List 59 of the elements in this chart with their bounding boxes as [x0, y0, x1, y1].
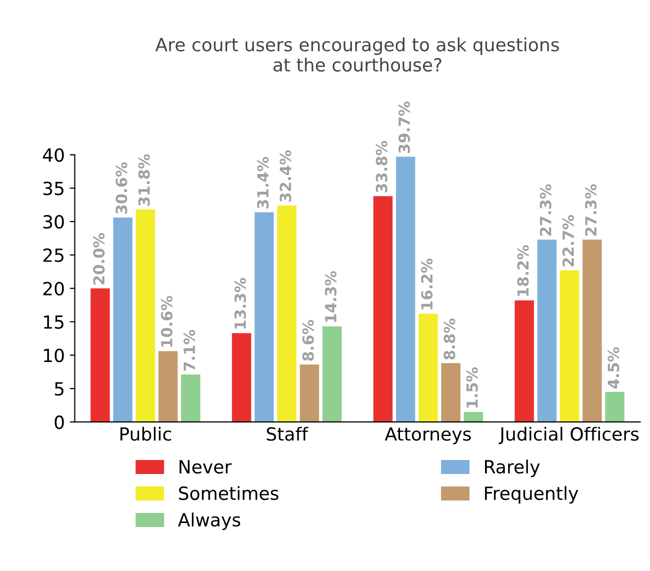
- bar: [90, 288, 110, 422]
- bar: [277, 206, 296, 422]
- y-tick-label: 10: [44, 348, 64, 362]
- y-tick-label: 35: [43, 182, 64, 196]
- bar: [418, 314, 438, 422]
- data-label: 32.4%: [280, 150, 292, 202]
- y-tick-label: 40: [42, 148, 64, 162]
- x-tick-label: Public: [120, 426, 172, 441]
- x-tick-label: Judicial Officers: [498, 426, 639, 444]
- data-label: 22.7%: [562, 215, 574, 266]
- bar: [300, 364, 320, 422]
- y-tick-label: 15: [44, 315, 64, 329]
- data-label: 8.8%: [444, 318, 456, 360]
- x-tick-label: Attorneys: [384, 427, 471, 444]
- legend-label: Always: [178, 512, 240, 530]
- legend-label: Never: [180, 460, 232, 474]
- bar: [537, 240, 557, 422]
- bar: [514, 300, 534, 422]
- data-label: 31.8%: [138, 154, 150, 206]
- data-label: 39.7%: [398, 101, 410, 153]
- bar: [158, 351, 178, 422]
- bar: [441, 363, 460, 422]
- legend-label: Sometimes: [179, 486, 278, 500]
- data-label: 4.5%: [608, 347, 620, 388]
- bar: [181, 374, 200, 422]
- data-label: 1.5%: [466, 367, 478, 408]
- data-label: 13.3%: [234, 278, 246, 329]
- y-tick-label: 30: [43, 215, 64, 229]
- data-label: 20.0%: [93, 233, 105, 284]
- bar: [136, 210, 156, 422]
- y-tick-label: 25: [43, 248, 64, 262]
- bar: [113, 218, 132, 422]
- data-label: 27.3%: [540, 184, 552, 236]
- legend-label: Rarely: [485, 460, 540, 478]
- data-label: 31.4%: [257, 156, 269, 208]
- data-label: 33.8%: [376, 140, 388, 192]
- bar: [560, 270, 580, 422]
- data-label: 7.1%: [184, 330, 196, 371]
- y-tick-label: 20: [43, 282, 64, 296]
- data-label: 18.2%: [517, 245, 529, 296]
- bar: [396, 156, 416, 422]
- bar: [232, 333, 252, 422]
- data-label: 14.3%: [324, 271, 336, 322]
- x-tick-label: Staff: [266, 426, 308, 441]
- bar: [254, 212, 274, 422]
- data-label: 27.3%: [585, 184, 597, 236]
- bar: [464, 412, 484, 422]
- bar: [582, 240, 602, 422]
- bar: [605, 392, 624, 422]
- y-tick-label: 5: [54, 382, 64, 396]
- data-label: 10.6%: [160, 296, 172, 347]
- data-label: 30.6%: [116, 162, 128, 214]
- data-label: 8.6%: [302, 320, 314, 361]
- chart-title: Are court users encouraged to ask questions at the courthouse?: [155, 37, 559, 72]
- y-tick-label: 0: [54, 415, 64, 430]
- bar: [322, 326, 342, 422]
- data-label: 16.2%: [421, 258, 433, 310]
- legend-label: Frequently: [485, 486, 578, 504]
- bar: [373, 196, 393, 422]
